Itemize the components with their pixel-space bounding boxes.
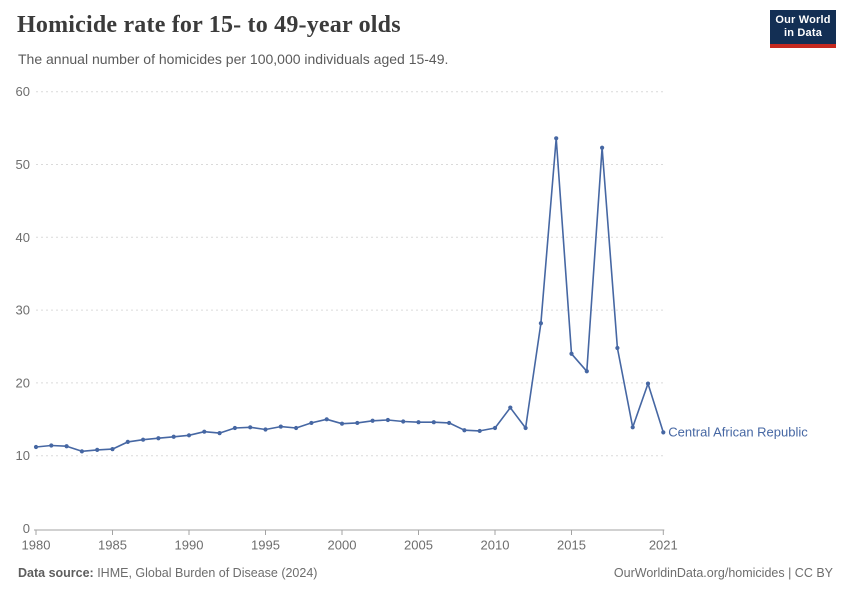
- series-line[interactable]: [35, 137, 665, 453]
- data-point[interactable]: [324, 417, 329, 422]
- owid-logo-line2: in Data: [783, 27, 823, 39]
- data-point[interactable]: [309, 420, 314, 426]
- x-tick-label: 2010: [481, 538, 510, 553]
- x-tick-label: 2000: [328, 538, 357, 553]
- data-point[interactable]: [447, 420, 452, 426]
- x-tick-label: 1995: [251, 538, 280, 553]
- data-point[interactable]: [523, 425, 528, 431]
- y-tick-label: 40: [16, 230, 30, 245]
- y-tick-label: 50: [16, 157, 30, 172]
- data-point[interactable]: [416, 420, 421, 425]
- data-point[interactable]: [186, 433, 192, 438]
- data-point[interactable]: [110, 447, 115, 452]
- data-point[interactable]: [661, 430, 666, 435]
- data-point[interactable]: [355, 420, 360, 426]
- data-point[interactable]: [385, 417, 390, 423]
- series-central-african-republic[interactable]: [33, 136, 666, 454]
- data-point[interactable]: [477, 428, 482, 434]
- data-point[interactable]: [294, 425, 299, 431]
- data-point[interactable]: [554, 136, 559, 141]
- data-point[interactable]: [49, 443, 54, 448]
- data-source-text: IHME, Global Burden of Disease (2024): [93, 566, 318, 580]
- data-source-note: Data source: IHME, Global Burden of Dise…: [18, 566, 317, 580]
- data-point[interactable]: [33, 444, 39, 450]
- owid-citation-link[interactable]: OurWorldinData.org/homicides | CC BY: [613, 566, 833, 580]
- chart-subtitle: The annual number of homicides per 100,0…: [18, 51, 449, 67]
- data-point[interactable]: [431, 420, 436, 425]
- data-point[interactable]: [492, 425, 498, 431]
- data-point[interactable]: [202, 429, 207, 434]
- x-tick-label: 2005: [404, 538, 433, 553]
- data-point[interactable]: [508, 405, 513, 410]
- y-tick-label: 0: [23, 521, 30, 536]
- data-point[interactable]: [278, 424, 283, 429]
- data-point[interactable]: [248, 425, 253, 430]
- data-point[interactable]: [600, 145, 605, 150]
- data-point[interactable]: [156, 436, 161, 441]
- data-point[interactable]: [401, 419, 406, 424]
- data-point[interactable]: [141, 437, 146, 442]
- data-point[interactable]: [615, 345, 620, 351]
- data-point[interactable]: [232, 425, 237, 431]
- data-point[interactable]: [645, 381, 651, 386]
- data-point[interactable]: [538, 321, 544, 326]
- x-tick-label: 1985: [98, 538, 127, 553]
- y-tick-label: 20: [16, 375, 30, 390]
- data-point[interactable]: [171, 434, 176, 439]
- data-point[interactable]: [370, 418, 375, 423]
- data-source-label: Data source:: [18, 566, 94, 580]
- data-point[interactable]: [217, 431, 222, 436]
- chart-footer: Data source: IHME, Global Burden of Dise…: [18, 566, 833, 580]
- y-tick-label: 10: [16, 448, 30, 463]
- x-tick-label: 1990: [175, 538, 204, 553]
- data-point[interactable]: [584, 369, 589, 374]
- owid-logo[interactable]: Our World in Data: [770, 10, 836, 48]
- data-point[interactable]: [95, 447, 100, 452]
- data-point[interactable]: [630, 425, 635, 430]
- data-point[interactable]: [462, 428, 467, 433]
- x-tick-label: 2021: [649, 538, 678, 553]
- entity-label[interactable]: Central African Republic: [668, 424, 808, 439]
- x-tick-label: 1980: [22, 538, 51, 553]
- owid-logo-line1: Our World: [775, 14, 831, 26]
- data-point[interactable]: [64, 444, 69, 449]
- data-point[interactable]: [125, 439, 130, 444]
- data-point[interactable]: [339, 421, 345, 426]
- page-title: Homicide rate for 15- to 49-year olds: [17, 12, 401, 38]
- data-point[interactable]: [79, 449, 84, 454]
- x-tick-label: 2015: [557, 538, 586, 553]
- data-point[interactable]: [569, 351, 574, 356]
- data-point[interactable]: [263, 427, 268, 432]
- y-tick-label: 30: [16, 303, 30, 318]
- y-tick-label: 60: [16, 84, 30, 99]
